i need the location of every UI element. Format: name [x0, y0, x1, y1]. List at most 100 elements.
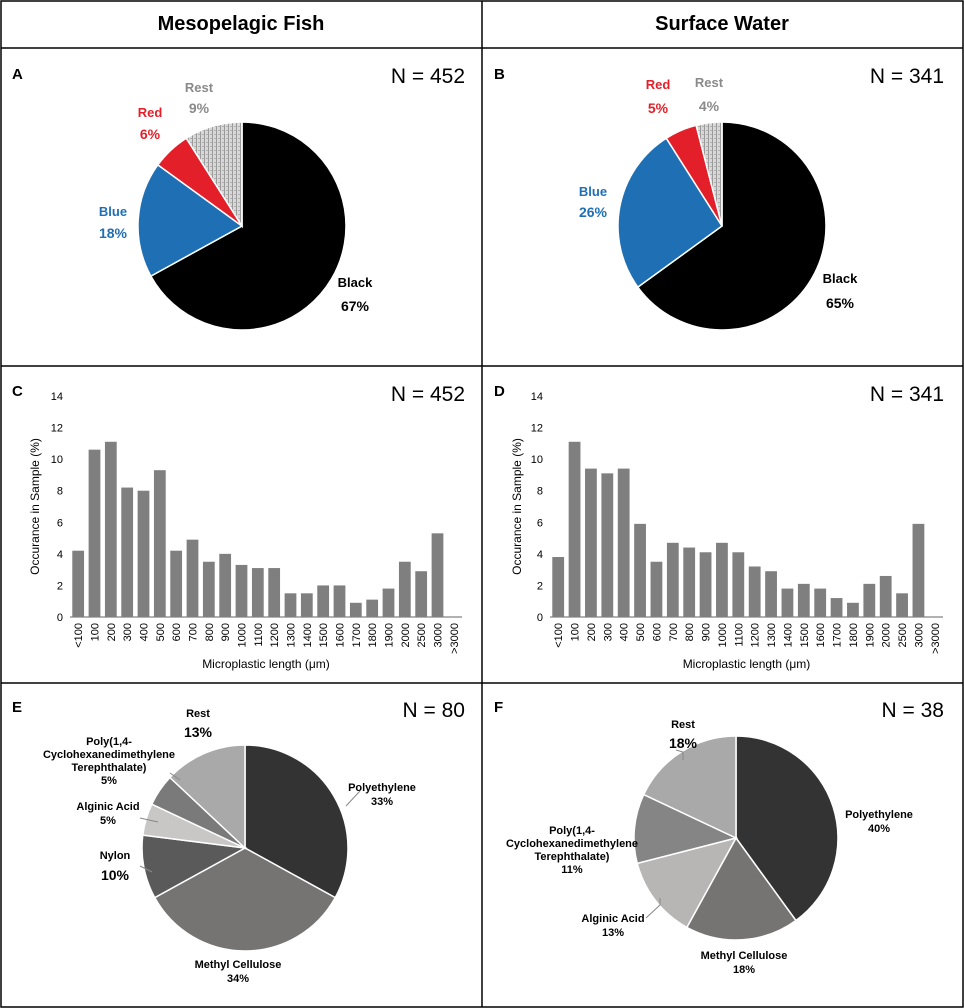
- slice-name-label: Red: [138, 105, 163, 120]
- pie-slice-e-5: [168, 744, 246, 850]
- bar-c-2: [104, 441, 117, 617]
- bar-c-14: [300, 593, 313, 617]
- slice-name-label: Methyl Cellulose: [701, 950, 788, 962]
- pie-slice-f-3: [633, 793, 739, 865]
- y-axis-label: Occurance in Sample (%): [510, 438, 524, 575]
- x-tick-label: 500: [155, 623, 167, 641]
- y-tick-label: 2: [57, 580, 63, 592]
- y-tick-label: 6: [537, 517, 543, 529]
- x-tick-label: 2500: [897, 623, 909, 647]
- x-tick-label: 1800: [367, 623, 379, 647]
- x-tick-label: 200: [586, 623, 598, 641]
- slice-name-label: Methyl Cellulose: [195, 959, 282, 971]
- y-tick-label: 4: [537, 549, 543, 561]
- y-tick-label: 0: [57, 612, 63, 624]
- x-tick-label: 1500: [318, 623, 330, 647]
- bar-d-5: [634, 523, 646, 617]
- slice-label-line: Cyclohexanedimethylene: [43, 749, 175, 761]
- slice-name-label: Rest: [185, 80, 214, 95]
- slice-pct-label: 5%: [648, 100, 669, 116]
- bar-d-7: [666, 542, 679, 617]
- y-tick-label: 12: [51, 423, 63, 435]
- n-label-f: N = 38: [882, 699, 944, 722]
- panel-letter-c: C: [12, 383, 23, 400]
- n-label-d: N = 341: [870, 383, 944, 406]
- bar-d-12: [748, 566, 761, 617]
- x-tick-label: 1300: [766, 623, 778, 647]
- slice-name-label: Nylon: [100, 850, 131, 862]
- bar-d-3: [601, 473, 614, 617]
- pie-slice-a-1: [137, 163, 244, 278]
- slice-name-label: Polyethylene: [845, 809, 913, 821]
- panel-letter-a: A: [12, 66, 23, 83]
- n-label-c: N = 452: [391, 383, 465, 406]
- y-tick-label: 10: [51, 454, 63, 466]
- x-tick-label: 800: [684, 623, 696, 641]
- bar-d-14: [781, 588, 794, 617]
- slice-name-label: Rest: [671, 719, 695, 731]
- bar-chart-c: 0 2 4 6 8 10 12 14 <100 100 200 300 400 500 600 700 800 9…: [28, 391, 462, 671]
- x-tick-label: 300: [122, 623, 134, 641]
- leader-line: [345, 790, 361, 807]
- x-tick-label: 500: [635, 623, 647, 641]
- pie-chart-f: Polyethylene 40% Methyl Cellulose 18% Algini…: [506, 719, 913, 976]
- slice-pct-label: 11%: [561, 864, 583, 876]
- bar-c-15: [317, 585, 330, 617]
- x-tick-label: 2000: [400, 623, 412, 647]
- x-tick-label: 1600: [815, 623, 827, 647]
- x-tick-label: 600: [171, 623, 183, 641]
- x-tick-label: 600: [651, 623, 663, 641]
- slice-label-line: Cyclohexanedimethylene: [506, 838, 638, 850]
- bar-d-2: [585, 468, 597, 617]
- y-tick-label: 12: [531, 423, 543, 435]
- y-tick-label: 8: [537, 486, 543, 498]
- y-tick-label: 4: [57, 549, 63, 561]
- bar-d-11: [732, 552, 745, 617]
- bar-c-21: [415, 571, 428, 617]
- x-tick-label: 900: [220, 623, 232, 641]
- bar-c-22: [431, 533, 444, 617]
- bar-c-4: [137, 490, 150, 617]
- bar-c-12: [268, 568, 281, 617]
- pie-slice-f-0: [735, 735, 839, 922]
- bar-d-19: [863, 583, 876, 617]
- y-tick-label: 14: [51, 391, 63, 403]
- x-tick-label: 2000: [881, 623, 893, 647]
- pie-slice-b-3: [695, 121, 723, 227]
- y-axis-label: Occurance in Sample (%): [28, 438, 42, 575]
- slice-name-label: Blue: [579, 184, 607, 199]
- slice-label-line: Poly(1,4-: [549, 825, 595, 837]
- panel-letter-f: F: [494, 699, 503, 716]
- y-tick-label: 6: [57, 517, 63, 529]
- pie-chart-e: Polyethylene 33% Methyl Cellulose 34% Nylon 1…: [43, 708, 416, 985]
- y-tick-label: 2: [537, 580, 543, 592]
- bar-c-5: [153, 470, 166, 617]
- x-tick-label: 1200: [750, 623, 762, 647]
- slice-name-label: Black: [823, 271, 858, 286]
- bar-d-16: [814, 588, 827, 617]
- x-tick-label: 100: [90, 623, 102, 641]
- bar-c-0: [72, 550, 85, 617]
- bar-c-10: [235, 564, 248, 617]
- bar-d-13: [765, 571, 777, 617]
- pie-chart-a: Black 67% Blue 18% Red 6% Rest 9%: [99, 80, 373, 331]
- x-tick-label: 100: [570, 623, 582, 641]
- bar-d-18: [847, 602, 859, 617]
- x-tick-label: 1200: [269, 623, 281, 647]
- slice-pct-label: 13%: [184, 724, 213, 740]
- slice-pct-label: 6%: [140, 126, 161, 142]
- column-title-left: Mesopelagic Fish: [158, 13, 325, 35]
- x-tick-label: 3000: [913, 623, 925, 647]
- bar-d-6: [650, 561, 663, 617]
- slice-pct-label: 65%: [826, 295, 855, 311]
- bar-d-8: [683, 547, 696, 617]
- x-tick-label: 1400: [782, 623, 794, 647]
- x-tick-label: >3000: [930, 623, 942, 654]
- leader-line: [139, 865, 153, 873]
- x-tick-label: 1900: [384, 623, 396, 647]
- bar-d-4: [617, 468, 630, 617]
- slice-name-label: Rest: [186, 708, 210, 720]
- n-label-a: N = 452: [391, 65, 465, 88]
